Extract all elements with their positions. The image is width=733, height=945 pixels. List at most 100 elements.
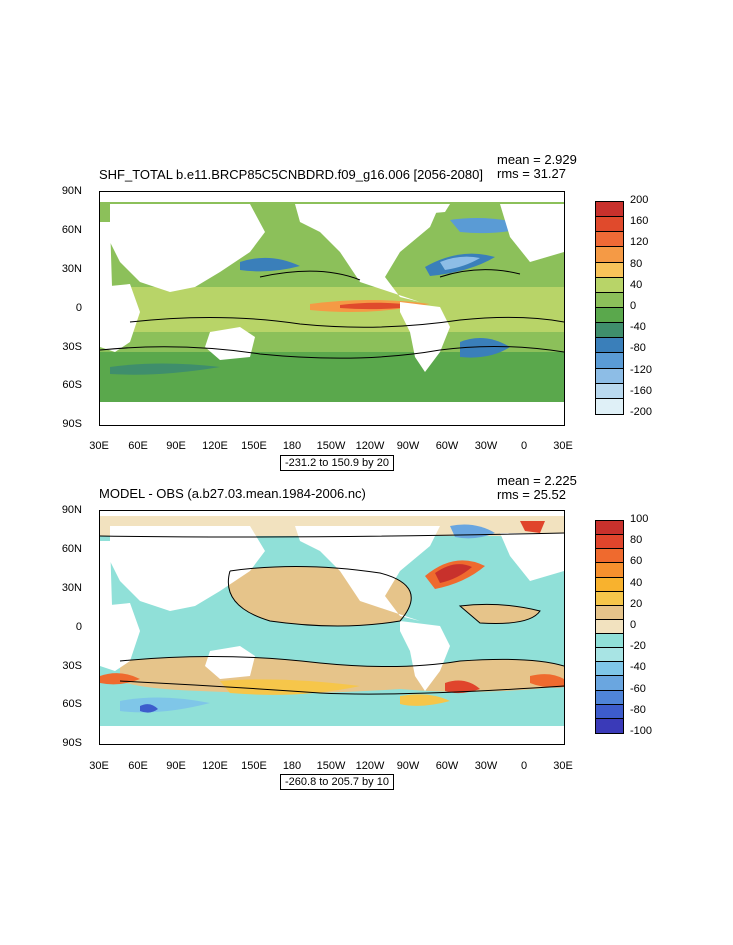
lat-tick: 90N xyxy=(61,185,82,197)
colorbar-swatch xyxy=(596,704,623,719)
colorbar-swatch xyxy=(596,307,623,324)
lon-tick: 150E xyxy=(241,440,267,452)
lon-tick: 0 xyxy=(520,440,528,452)
colorbar-label: -60 xyxy=(630,682,646,695)
lon-tick: 60W xyxy=(435,760,459,772)
colorbar-swatch xyxy=(596,398,623,414)
lat-tick: 90S xyxy=(62,418,82,430)
panel-title: SHF_TOTAL b.e11.BRCP85C5CNBDRD.f09_g16.0… xyxy=(99,167,483,182)
colorbar-label: -40 xyxy=(630,321,646,334)
lat-tick: 30S xyxy=(62,341,82,353)
lon-tick: 30E xyxy=(553,440,573,452)
colorbar-swatch xyxy=(596,577,623,592)
lat-tick: 60S xyxy=(62,379,82,391)
lon-tick: 90W xyxy=(396,440,420,452)
panel-title: MODEL - OBS (a.b27.03.mean.1984-2006.nc) xyxy=(99,486,366,501)
lat-tick: 0 xyxy=(75,302,82,314)
lat-tick: 60S xyxy=(62,698,82,710)
colorbar-label: 60 xyxy=(630,555,643,568)
mean-value: mean = 2.929 xyxy=(497,152,577,167)
map-field xyxy=(100,511,564,744)
colorbar-swatch xyxy=(596,232,623,248)
colorbar-label: 80 xyxy=(630,257,643,270)
colorbar-swatch xyxy=(596,383,623,399)
lon-tick: 150W xyxy=(316,440,346,452)
lon-tick: 30W xyxy=(474,440,498,452)
lon-tick: 60W xyxy=(435,440,459,452)
rms-value: rms = 31.27 xyxy=(497,166,567,181)
lat-tick: 90N xyxy=(61,504,82,516)
colorbar-swatch xyxy=(596,292,623,308)
colorbar-label: -160 xyxy=(630,384,653,397)
colorbar-swatch xyxy=(596,563,623,578)
colorbar-swatch xyxy=(596,690,623,705)
colorbar-swatch xyxy=(596,549,623,564)
lon-tick: 30W xyxy=(474,760,498,772)
colorbar-swatch xyxy=(596,262,623,278)
colorbar-swatch xyxy=(596,619,623,634)
colorbar-label: 200 xyxy=(630,194,649,206)
colorbar-swatch xyxy=(596,217,623,233)
colorbar-label: 20 xyxy=(630,597,643,610)
colorbar-swatch xyxy=(596,247,623,263)
lat-tick: 90S xyxy=(62,737,82,749)
colorbar-label: -20 xyxy=(630,640,646,653)
colorbar-label: 100 xyxy=(630,513,649,525)
contour-range-label: -260.8 to 205.7 by 10 xyxy=(280,774,394,790)
lon-tick: 30E xyxy=(89,440,109,452)
colorbar-label: -80 xyxy=(630,342,646,355)
lon-tick: 60E xyxy=(128,440,148,452)
lon-tick: 90E xyxy=(166,440,186,452)
colorbar-swatch xyxy=(596,718,623,733)
colorbar-label: 40 xyxy=(630,278,643,291)
colorbar-label: -40 xyxy=(630,661,646,674)
mean-value: mean = 2.225 xyxy=(497,473,577,488)
colorbar-swatch xyxy=(596,591,623,606)
colorbar-swatch xyxy=(596,202,623,218)
panel-top: SHF_TOTAL b.e11.BRCP85C5CNBDRD.f09_g16.0… xyxy=(0,0,733,472)
lon-tick: 0 xyxy=(520,760,528,772)
colorbar-swatch xyxy=(596,338,623,354)
lon-tick: 150W xyxy=(316,760,346,772)
lon-tick: 30E xyxy=(553,760,573,772)
map-plot xyxy=(99,510,565,745)
colorbar-swatch xyxy=(596,535,623,550)
colorbar-swatch xyxy=(596,648,623,663)
colorbar-swatch xyxy=(596,353,623,369)
colorbar-swatch xyxy=(596,368,623,384)
colorbar-swatch xyxy=(596,662,623,677)
colorbar-label: 40 xyxy=(630,576,643,589)
colorbar-swatch xyxy=(596,634,623,649)
colorbar-swatch xyxy=(596,521,623,536)
lat-tick: 60N xyxy=(61,543,82,555)
rms-value: rms = 25.52 xyxy=(497,487,567,502)
lat-tick: 30N xyxy=(61,263,82,275)
colorbar-label: 0 xyxy=(630,300,637,312)
map-plot xyxy=(99,191,565,426)
colorbar-label: 80 xyxy=(630,534,643,547)
colorbar xyxy=(595,201,624,415)
lon-tick: 180 xyxy=(282,440,302,452)
colorbar-swatch xyxy=(596,277,623,293)
colorbar-label: 0 xyxy=(630,619,637,631)
lon-tick: 180 xyxy=(282,760,302,772)
colorbar-label: 160 xyxy=(630,215,649,228)
colorbar-label: -200 xyxy=(630,406,653,418)
colorbar-label: -80 xyxy=(630,703,646,716)
colorbar-label: -120 xyxy=(630,363,653,376)
lon-tick: 90W xyxy=(396,760,420,772)
colorbar-label: -100 xyxy=(630,725,653,737)
colorbar-swatch xyxy=(596,605,623,620)
lat-tick: 30S xyxy=(62,660,82,672)
map-field xyxy=(100,192,564,425)
contour-range-label: -231.2 to 150.9 by 20 xyxy=(280,455,394,471)
lon-tick: 30E xyxy=(89,760,109,772)
lat-tick: 0 xyxy=(75,621,82,633)
lon-tick: 150E xyxy=(241,760,267,772)
colorbar-swatch xyxy=(596,323,623,339)
colorbar-label: 120 xyxy=(630,236,649,249)
lat-tick: 60N xyxy=(61,224,82,236)
lat-tick: 30N xyxy=(61,582,82,594)
lon-tick: 60E xyxy=(128,760,148,772)
